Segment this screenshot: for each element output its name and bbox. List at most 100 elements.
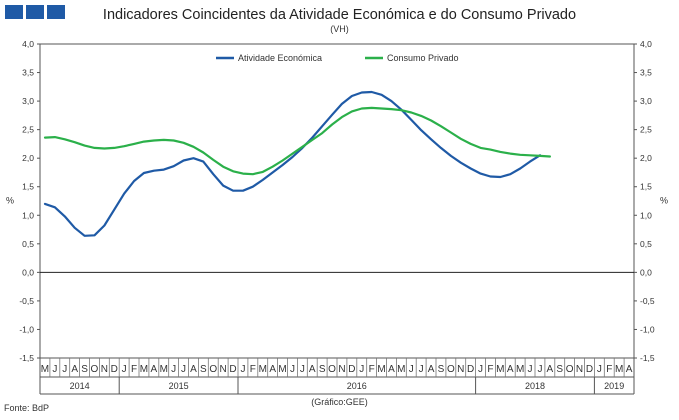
y-tick-label-left: 2,5	[22, 125, 34, 135]
month-tick-label: A	[507, 364, 514, 375]
y-tick-label-left: -1,0	[19, 324, 34, 334]
month-tick-label: S	[81, 364, 88, 375]
series-line-consumo-privado	[43, 106, 552, 176]
month-tick-label: J	[290, 364, 295, 375]
chart-title: Indicadores Coincidentes da Atividade Ec…	[102, 7, 577, 23]
y-tick-label-right: 1,5	[640, 182, 652, 192]
month-tick-label: M	[140, 364, 148, 375]
month-tick-label: A	[388, 364, 395, 375]
y-tick-label-left: 0,0	[22, 267, 34, 277]
year-tick-label: 2014	[70, 381, 90, 391]
chart-credit: (Gráfico:GEE)	[311, 397, 368, 407]
series-line-atividade-economica	[43, 90, 542, 237]
month-tick-label: J	[240, 364, 245, 375]
y-tick-label-right: 4,0	[640, 39, 652, 49]
logo-block	[47, 5, 65, 19]
month-tick-label: J	[597, 364, 602, 375]
month-tick-label: J	[181, 364, 186, 375]
month-tick-label: M	[41, 364, 49, 375]
legend-label: Atividade Económica	[238, 53, 322, 63]
month-tick-label: J	[528, 364, 533, 375]
year-tick-label: 2019	[604, 381, 624, 391]
month-tick-label: J	[359, 364, 364, 375]
y-tick-label-right: 3,0	[640, 96, 652, 106]
y-tick-label-right: -1,0	[640, 324, 655, 334]
y-tick-label-right: -1,5	[640, 353, 655, 363]
month-tick-label: O	[91, 364, 99, 375]
y-tick-label-right: 2,0	[640, 153, 652, 163]
month-tick-label: O	[447, 364, 455, 375]
month-tick-label: J	[537, 364, 542, 375]
month-tick-label: N	[576, 364, 583, 375]
month-tick-label: J	[300, 364, 305, 375]
year-tick-label: 2015	[169, 381, 189, 391]
month-tick-label: A	[428, 364, 435, 375]
month-tick-label: J	[122, 364, 127, 375]
y-tick-label-left: 4,0	[22, 39, 34, 49]
month-tick-label: A	[151, 364, 158, 375]
month-tick-label: M	[259, 364, 267, 375]
month-tick-label: M	[278, 364, 286, 375]
logo-block	[26, 5, 44, 19]
y-axis-label-left: %	[6, 195, 14, 205]
y-tick-label-right: -0,5	[640, 296, 655, 306]
month-tick-label: M	[496, 364, 504, 375]
month-tick-label: J	[478, 364, 483, 375]
month-tick-label: D	[111, 364, 118, 375]
year-tick-label: 2016	[347, 381, 367, 391]
month-tick-label: D	[348, 364, 355, 375]
month-tick-label: F	[606, 364, 612, 375]
y-tick-label-right: 1,0	[640, 210, 652, 220]
logo	[5, 5, 65, 19]
y-tick-label-left: 1,0	[22, 210, 34, 220]
y-tick-label-left: 3,0	[22, 96, 34, 106]
month-tick-label: J	[52, 364, 57, 375]
month-tick-label: F	[131, 364, 137, 375]
month-tick-label: M	[397, 364, 405, 375]
y-tick-label-left: 2,0	[22, 153, 34, 163]
month-tick-label: D	[586, 364, 593, 375]
month-tick-label: N	[457, 364, 464, 375]
month-tick-label: A	[626, 364, 633, 375]
month-tick-label: S	[438, 364, 445, 375]
month-tick-label: M	[516, 364, 524, 375]
logo-block	[5, 5, 23, 19]
month-tick-label: S	[200, 364, 207, 375]
month-tick-label: J	[62, 364, 67, 375]
y-tick-label-left: 3,5	[22, 68, 34, 78]
chart-source: Fonte: BdP	[4, 403, 50, 413]
month-tick-label: A	[71, 364, 78, 375]
month-tick-label: A	[190, 364, 197, 375]
y-tick-label-left: 1,5	[22, 182, 34, 192]
month-tick-label: J	[419, 364, 424, 375]
month-tick-label: O	[566, 364, 574, 375]
month-tick-label: S	[556, 364, 563, 375]
plot-frame	[39, 43, 635, 359]
month-tick-label: N	[338, 364, 345, 375]
y-tick-label-left: -1,5	[19, 353, 34, 363]
y-tick-label-left: 0,5	[22, 239, 34, 249]
month-tick-label: D	[467, 364, 474, 375]
month-tick-label: S	[319, 364, 326, 375]
month-tick-label: A	[547, 364, 554, 375]
month-tick-label: F	[369, 364, 375, 375]
y-axis-label-right: %	[660, 195, 668, 205]
chart-subtitle: (VH)	[330, 24, 349, 34]
y-tick-label-right: 2,5	[640, 125, 652, 135]
month-tick-label: A	[269, 364, 276, 375]
month-tick-label: J	[409, 364, 414, 375]
month-tick-label: J	[171, 364, 176, 375]
year-tick-label: 2018	[525, 381, 545, 391]
y-tick-label-right: 3,5	[640, 68, 652, 78]
month-tick-label: A	[309, 364, 316, 375]
month-tick-label: F	[487, 364, 493, 375]
month-tick-label: D	[229, 364, 236, 375]
month-tick-label: O	[209, 364, 217, 375]
month-tick-label: F	[250, 364, 256, 375]
month-tick-label: M	[160, 364, 168, 375]
month-tick-label: M	[615, 364, 623, 375]
month-tick-label: N	[220, 364, 227, 375]
y-tick-label-right: 0,5	[640, 239, 652, 249]
y-tick-label-right: 0,0	[640, 267, 652, 277]
